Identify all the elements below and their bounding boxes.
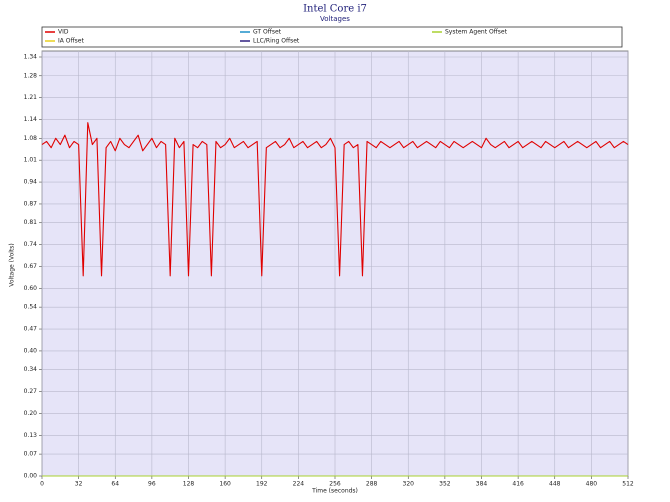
- x-tick-label: 96: [148, 481, 156, 488]
- y-tick-label: 0.13: [24, 432, 38, 439]
- y-tick-label: 0.87: [24, 200, 38, 207]
- x-tick-label: 64: [111, 481, 119, 488]
- y-tick-label: 0.94: [24, 179, 38, 186]
- x-tick-label: 352: [439, 481, 451, 488]
- x-tick-label: 32: [75, 481, 83, 488]
- legend-label: VID: [58, 29, 69, 36]
- legend-label: GT Offset: [253, 29, 282, 36]
- x-tick-label: 448: [549, 481, 561, 488]
- y-tick-label: 0.34: [24, 366, 38, 373]
- y-axis-label: Voltage (Volts): [9, 243, 16, 287]
- legend-box: [41, 26, 623, 48]
- y-tick-label: 0.40: [24, 347, 38, 354]
- y-tick-label: 1.14: [24, 116, 38, 123]
- y-tick-label: 0.60: [24, 285, 38, 292]
- chart-subtitle: Voltages: [320, 15, 350, 23]
- x-axis-label: Time (seconds): [311, 488, 358, 495]
- x-tick-label: 288: [366, 481, 378, 488]
- chart-title: Intel Core i7: [303, 4, 367, 15]
- y-tick-label: 0.00: [24, 473, 38, 480]
- y-tick-label: 0.67: [24, 263, 38, 270]
- x-tick-label: 416: [512, 481, 524, 488]
- x-tick-label: 192: [256, 481, 268, 488]
- y-tick-label: 1.01: [24, 157, 38, 164]
- x-tick-label: 512: [622, 481, 634, 488]
- x-tick-label: 320: [403, 481, 415, 488]
- y-tick-label: 1.21: [24, 94, 38, 101]
- y-tick-label: 0.81: [24, 219, 38, 226]
- y-tick-label: 0.54: [24, 304, 38, 311]
- x-tick-label: 224: [293, 481, 305, 488]
- legend-label: System Agent Offset: [445, 29, 508, 36]
- x-tick-label: 384: [476, 481, 488, 488]
- y-tick-label: 0.20: [24, 410, 38, 417]
- legend-label: LLC/Ring Offset: [253, 38, 300, 45]
- y-tick-label: 1.28: [24, 72, 38, 79]
- x-tick-label: 160: [219, 481, 231, 488]
- legend-label: IA Offset: [58, 38, 84, 45]
- y-tick-label: 0.27: [24, 388, 38, 395]
- y-tick-label: 1.34: [24, 54, 38, 61]
- y-tick-label: 0.07: [24, 451, 38, 458]
- x-tick-label: 480: [586, 481, 598, 488]
- series-line: [41, 122, 629, 277]
- x-tick-label: 128: [183, 481, 195, 488]
- y-tick-label: 0.74: [24, 241, 38, 248]
- y-tick-label: 1.08: [24, 135, 38, 142]
- y-tick-label: 0.47: [24, 326, 38, 333]
- x-tick-label: 0: [40, 481, 44, 488]
- x-tick-label: 256: [329, 481, 341, 488]
